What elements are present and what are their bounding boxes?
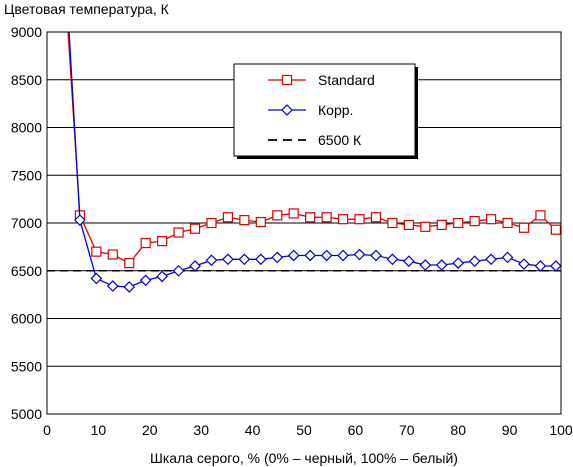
data-point bbox=[304, 249, 317, 262]
legend-item: 6500 К bbox=[268, 132, 362, 148]
data-point bbox=[370, 212, 382, 223]
data-point bbox=[205, 254, 218, 267]
series-layer bbox=[47, 32, 561, 293]
data-point bbox=[238, 253, 251, 266]
y-tick-label: 9000 bbox=[11, 24, 42, 40]
data-point bbox=[453, 217, 464, 229]
data-point bbox=[305, 212, 316, 223]
y-tick-label: 5000 bbox=[11, 406, 42, 422]
y-tick-label: 8000 bbox=[11, 120, 42, 136]
data-point bbox=[222, 212, 234, 223]
data-point bbox=[140, 237, 151, 249]
x-tick-label: 50 bbox=[296, 422, 312, 438]
data-point bbox=[501, 251, 514, 264]
data-point bbox=[156, 270, 168, 283]
data-point bbox=[550, 260, 561, 272]
data-point bbox=[436, 219, 447, 231]
y-axis-title: Цветовая температура, К bbox=[4, 1, 170, 17]
y-tick-label: 5500 bbox=[11, 358, 42, 374]
data-point bbox=[271, 251, 284, 264]
data-point bbox=[534, 260, 547, 272]
data-point bbox=[139, 274, 152, 287]
data-point bbox=[272, 210, 283, 221]
y-tick-label: 7500 bbox=[11, 167, 42, 183]
x-tick-label: 90 bbox=[502, 422, 518, 438]
data-point bbox=[502, 217, 513, 229]
data-point bbox=[435, 259, 448, 271]
data-point bbox=[321, 212, 332, 223]
y-tick-label: 8500 bbox=[11, 72, 42, 88]
data-point bbox=[420, 221, 431, 232]
x-tick-label: 100 bbox=[549, 422, 573, 438]
data-point bbox=[320, 249, 333, 262]
data-point bbox=[287, 249, 300, 262]
series-diamond bbox=[68, 32, 561, 293]
data-point bbox=[91, 246, 102, 257]
data-point bbox=[90, 272, 103, 285]
data-point bbox=[337, 249, 349, 262]
y-tick-label: 7000 bbox=[11, 215, 42, 231]
x-tick-label: 10 bbox=[91, 422, 107, 438]
data-point bbox=[550, 224, 561, 235]
data-point bbox=[337, 214, 349, 225]
data-point bbox=[386, 253, 399, 266]
data-point bbox=[123, 281, 136, 293]
x-tick-label: 60 bbox=[348, 422, 364, 438]
x-tick-label: 0 bbox=[43, 422, 51, 438]
data-point bbox=[254, 253, 267, 266]
data-point bbox=[485, 253, 497, 266]
legend-item: Standard bbox=[268, 72, 375, 88]
data-point bbox=[222, 253, 234, 266]
x-tick-label: 80 bbox=[450, 422, 466, 438]
data-point bbox=[370, 249, 382, 262]
data-point bbox=[518, 258, 530, 270]
legend-box bbox=[233, 63, 416, 157]
x-tick-label: 20 bbox=[142, 422, 158, 438]
data-point bbox=[173, 227, 184, 238]
y-tick-label: 6000 bbox=[11, 311, 42, 327]
data-point bbox=[157, 236, 168, 247]
legend-label: 6500 К bbox=[318, 132, 362, 148]
data-point bbox=[206, 217, 217, 229]
legend: Standard Корр. 6500 К bbox=[233, 63, 418, 159]
x-axis-title: Шкала серого, % (0% – черный, 100% – бел… bbox=[150, 450, 458, 466]
data-point bbox=[353, 248, 366, 261]
data-point bbox=[403, 255, 415, 268]
data-point bbox=[288, 208, 299, 219]
legend-marker bbox=[281, 104, 293, 116]
data-point bbox=[74, 214, 86, 226]
legend-item: Корр. bbox=[268, 102, 353, 118]
data-point bbox=[419, 259, 432, 271]
data-point bbox=[387, 217, 398, 229]
data-point bbox=[403, 219, 414, 231]
data-point bbox=[172, 264, 185, 277]
data-point bbox=[452, 257, 465, 269]
x-tick-label: 40 bbox=[245, 422, 261, 438]
data-point bbox=[239, 215, 250, 226]
legend-marker bbox=[281, 74, 293, 86]
data-point bbox=[485, 214, 497, 225]
data-point bbox=[189, 223, 201, 234]
data-point bbox=[354, 214, 365, 225]
data-point bbox=[124, 258, 135, 269]
x-tick-labels: 0 10 20 30 40 50 60 70 80 90 100 bbox=[43, 422, 573, 438]
x-tick-label: 70 bbox=[399, 422, 415, 438]
data-point bbox=[255, 216, 266, 228]
data-point bbox=[107, 249, 118, 260]
data-point bbox=[518, 222, 530, 233]
data-point bbox=[535, 210, 546, 221]
data-point bbox=[468, 255, 481, 268]
y-tick-labels: 5000 5500 6000 6500 7000 7500 8000 8500 9000 bbox=[11, 24, 42, 422]
data-point bbox=[469, 215, 480, 227]
legend-label: Standard bbox=[318, 72, 375, 88]
data-point bbox=[189, 260, 201, 272]
legend-label: Корр. bbox=[318, 102, 353, 118]
data-point bbox=[106, 280, 119, 292]
x-tick-label: 30 bbox=[193, 422, 209, 438]
plot-frame bbox=[46, 31, 562, 415]
y-tick-label: 6500 bbox=[11, 263, 42, 279]
